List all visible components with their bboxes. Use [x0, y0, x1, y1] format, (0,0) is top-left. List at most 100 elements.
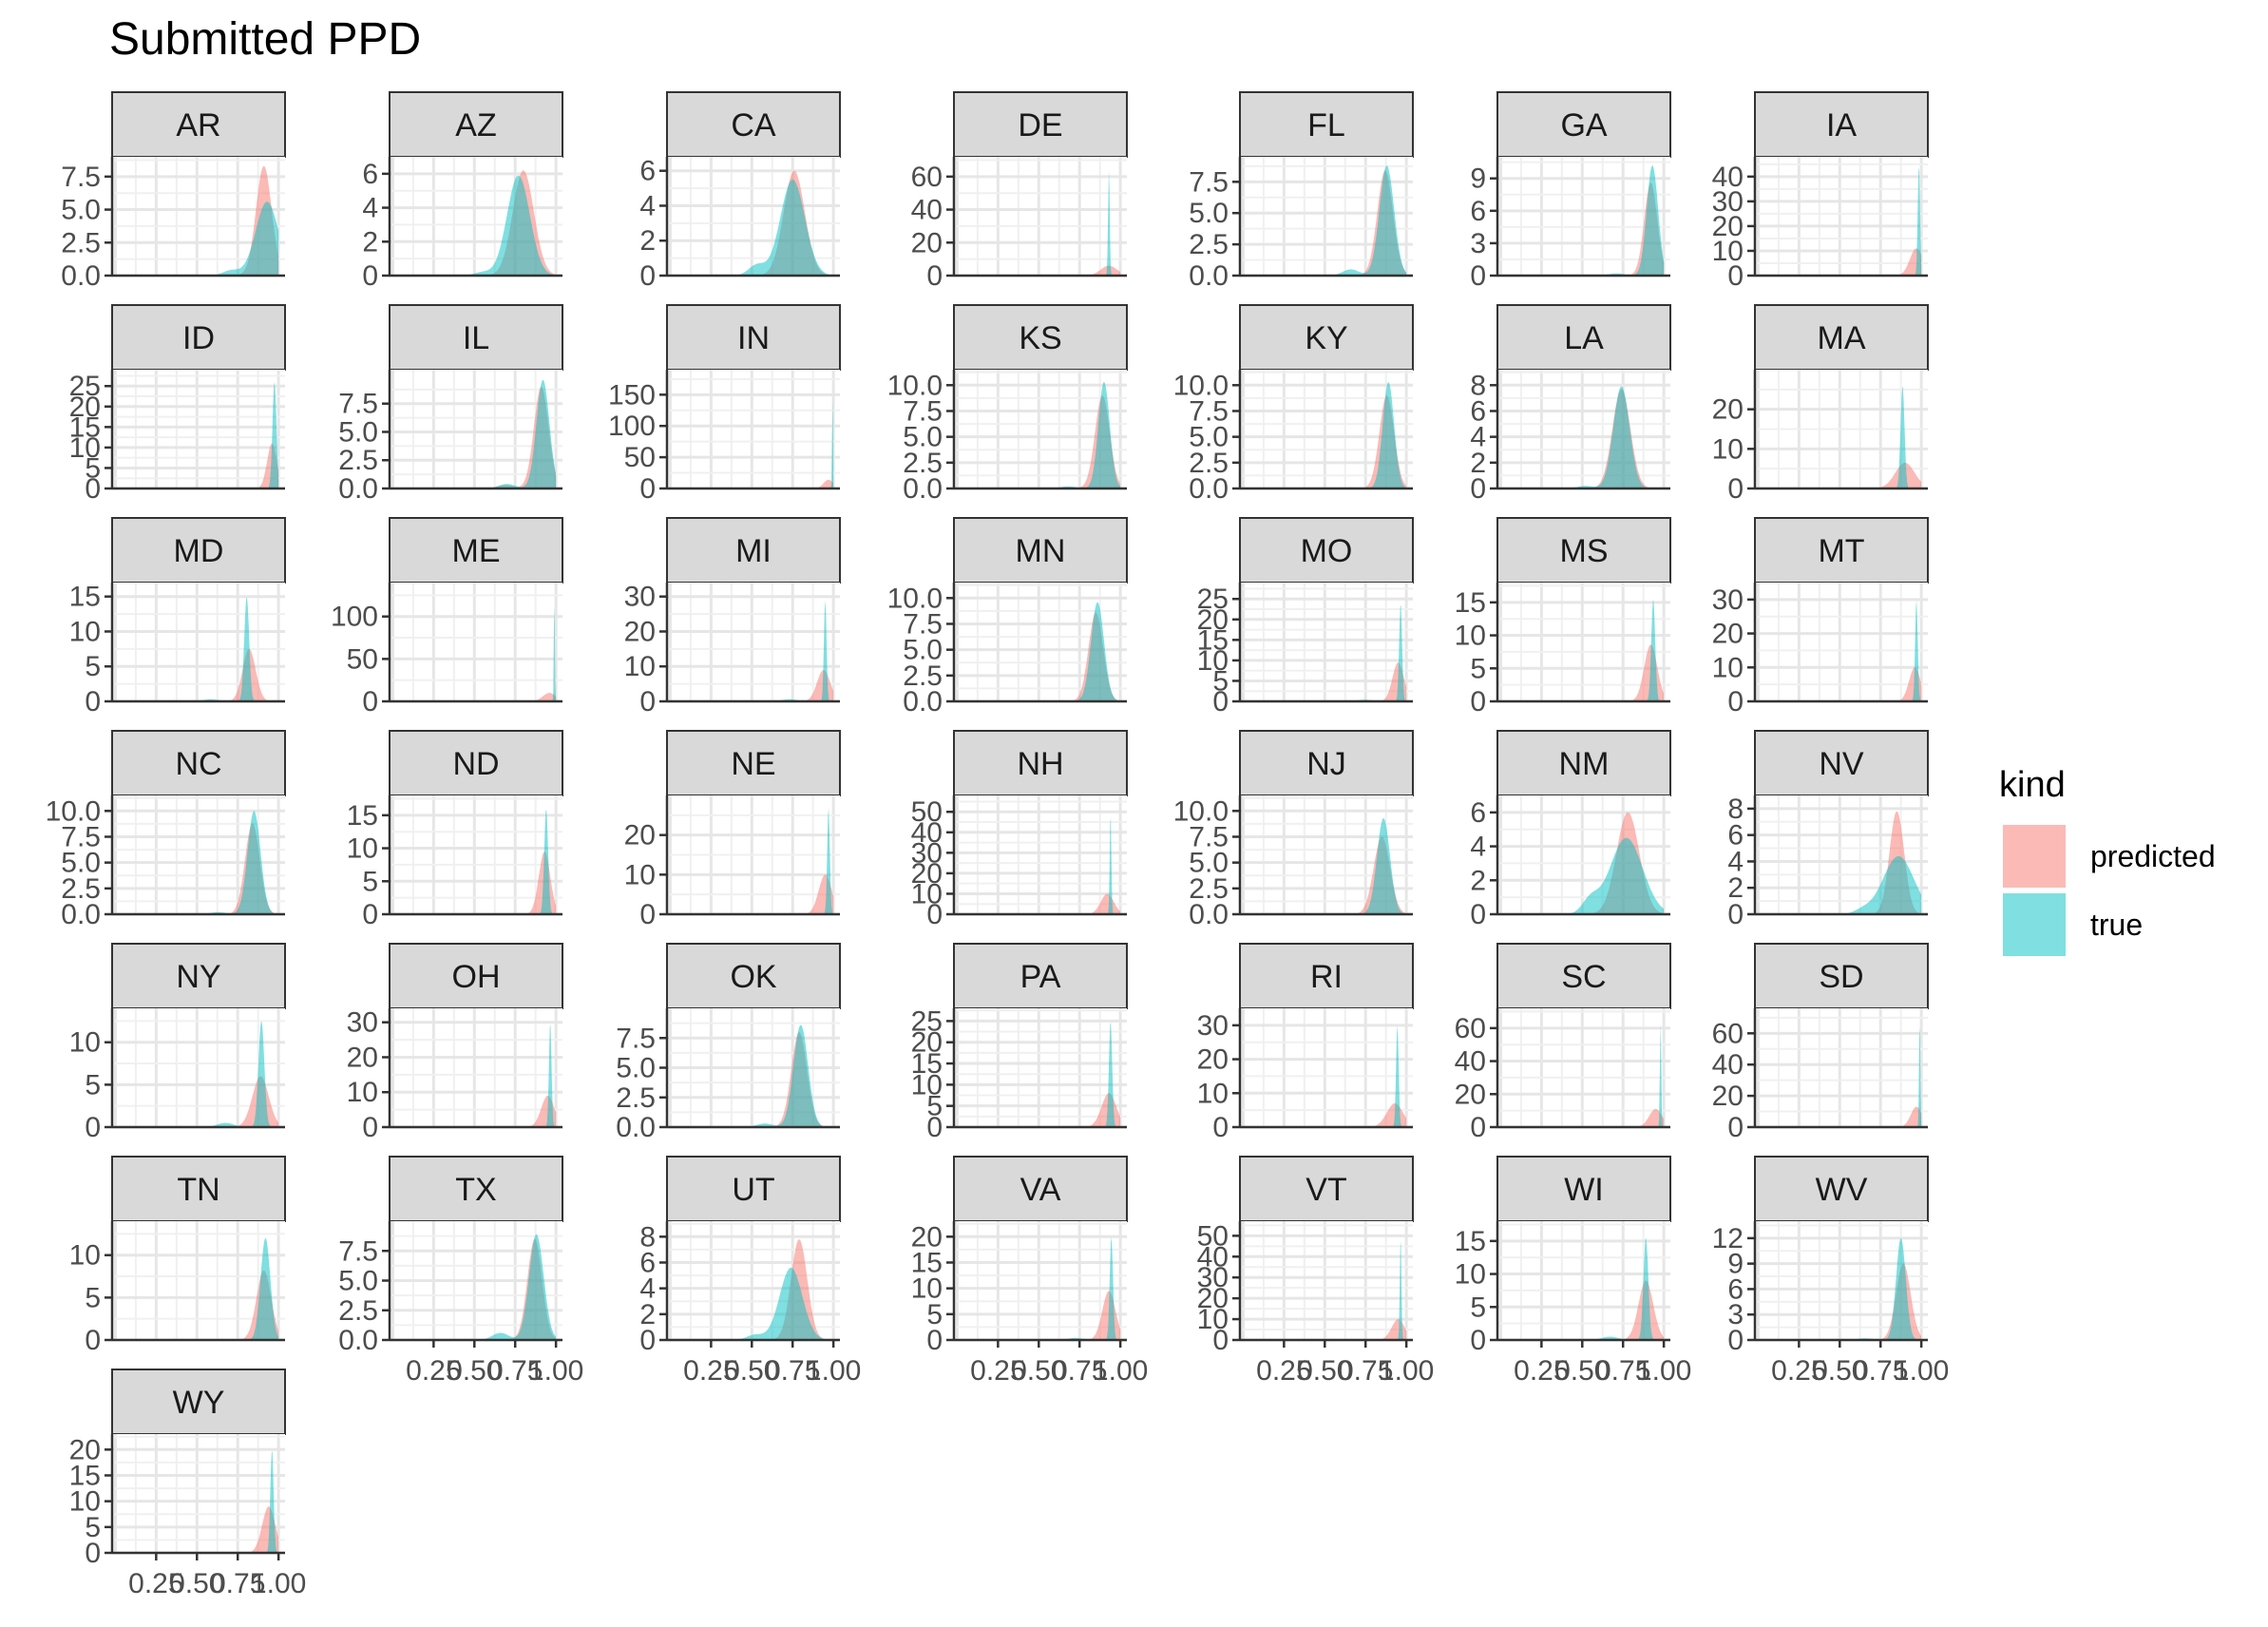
y-tick-label: 50: [347, 643, 378, 675]
density-area-predicted: [115, 443, 279, 488]
y-tick-label: 7.5: [903, 395, 943, 427]
y-tick-label: 40: [1712, 162, 1744, 193]
y-tick-label: 2: [639, 225, 656, 257]
facet-strip: [1239, 1156, 1414, 1222]
facet-panel-nj: NJ 0.02.55.07.510.0: [1173, 730, 1414, 930]
y-tick-label: 2.5: [616, 1082, 656, 1114]
x-tick-label: 0.50: [447, 1355, 502, 1387]
y-tick-label: 9: [1727, 1249, 1744, 1280]
facet-strip-label: RI: [1310, 959, 1343, 995]
facet-strip-label: MD: [174, 533, 224, 569]
y-tick-label: 15: [911, 1247, 943, 1278]
density-area-predicted: [392, 852, 557, 914]
y-tick-label: 7.5: [1189, 821, 1229, 852]
y-tick-label: 0: [926, 1112, 943, 1143]
facet-strip: [666, 943, 841, 1009]
y-tick-label: 20: [69, 1434, 101, 1465]
y-tick-label: 3: [1727, 1299, 1744, 1330]
density-area-predicted: [1758, 1106, 1922, 1127]
y-tick-label: 0: [85, 1112, 101, 1143]
density-area-true: [1243, 382, 1407, 488]
x-tick-label: 1.00: [528, 1355, 583, 1387]
y-tick-label: 10: [347, 833, 378, 865]
y-tick-label: 10: [1455, 621, 1486, 652]
x-tick-label: 0.50: [1297, 1355, 1352, 1387]
y-tick-label: 30: [624, 582, 656, 613]
y-tick-label: 0.0: [1189, 899, 1229, 930]
y-tick-label: 5: [85, 651, 101, 682]
density-area-predicted: [670, 669, 834, 701]
facet-panel-ar: AR 0.02.55.07.5: [61, 91, 286, 292]
density-area-true: [957, 602, 1121, 701]
density-area-predicted: [670, 874, 834, 914]
y-tick-label: 2.5: [338, 1295, 378, 1327]
legend-swatch: [2003, 893, 2066, 956]
y-tick-label: 40: [911, 195, 943, 226]
y-tick-label: 20: [1712, 394, 1744, 426]
density-area-predicted: [1243, 662, 1407, 701]
y-tick-label: 10: [624, 651, 656, 682]
y-tick-label: 0.0: [903, 473, 943, 505]
density-area-true: [1758, 1237, 1922, 1340]
y-tick-label: 0: [639, 1325, 656, 1356]
y-tick-label: 2.5: [61, 873, 101, 905]
facet-strip: [1754, 517, 1929, 584]
density-area-predicted: [392, 1095, 557, 1127]
y-tick-label: 5: [926, 1091, 943, 1122]
facet-strip: [666, 1156, 841, 1222]
facet-strip: [111, 1369, 286, 1435]
y-tick-label: 5: [362, 866, 378, 897]
y-tick-label: 30: [1712, 584, 1744, 616]
x-tick-label: 0.75: [1853, 1355, 1908, 1387]
facet-strip-label: OH: [452, 959, 501, 995]
y-tick-label: 0: [1470, 473, 1486, 505]
density-area-true: [670, 1267, 834, 1340]
facet-strip: [389, 91, 563, 158]
y-tick-label: 20: [911, 1221, 943, 1253]
x-tick-label: 0.75: [487, 1355, 543, 1387]
facet-strip: [1239, 517, 1414, 584]
y-tick-label: 4: [1727, 846, 1744, 877]
y-tick-label: 6: [1727, 1273, 1744, 1305]
y-tick-label: 10: [911, 1273, 943, 1305]
facet-strip-label: VA: [1020, 1172, 1061, 1208]
density-area-predicted: [1243, 1319, 1407, 1340]
y-tick-label: 0: [362, 686, 378, 718]
y-tick-label: 10: [1197, 645, 1229, 677]
x-tick-label: 0.50: [1554, 1355, 1610, 1387]
facet-strip: [111, 91, 286, 158]
facet-panels: AR0.02.55.07.5AZ0246CA0246DE0204060FL0.0…: [46, 91, 1949, 1599]
legend-entry-true: true: [2003, 893, 2143, 956]
density-area-true: [1500, 837, 1665, 914]
y-tick-label: 50: [624, 442, 656, 473]
y-tick-label: 0: [85, 473, 101, 505]
y-tick-label: 40: [911, 817, 943, 849]
x-tick-label: 0.50: [724, 1355, 779, 1387]
y-tick-label: 0: [1470, 1325, 1486, 1356]
y-tick-label: 0: [1727, 899, 1744, 930]
facet-strip: [1239, 730, 1414, 796]
y-tick-label: 20: [1712, 619, 1744, 650]
x-tick-label: 1.00: [806, 1355, 861, 1387]
y-tick-label: 0: [1727, 686, 1744, 718]
y-tick-label: 20: [347, 1042, 378, 1073]
y-tick-label: 15: [911, 1048, 943, 1080]
density-area-true: [115, 1237, 279, 1340]
facet-strip-label: NY: [176, 959, 220, 995]
y-tick-label: 30: [911, 837, 943, 869]
density-area-true: [1758, 855, 1922, 914]
y-tick-label: 20: [1197, 1044, 1229, 1076]
facet-panel-ky: KY 0.02.55.07.510.0: [1173, 304, 1414, 505]
y-tick-label: 15: [1455, 1226, 1486, 1257]
y-tick-label: 0: [1212, 686, 1229, 718]
y-tick-label: 40: [1712, 1049, 1744, 1081]
y-tick-label: 7.5: [1189, 395, 1229, 427]
panel-background: [954, 157, 1127, 276]
facet-strip: [111, 304, 286, 371]
density-area-true: [1243, 818, 1407, 914]
x-tick-label: 0.25: [1771, 1355, 1826, 1387]
